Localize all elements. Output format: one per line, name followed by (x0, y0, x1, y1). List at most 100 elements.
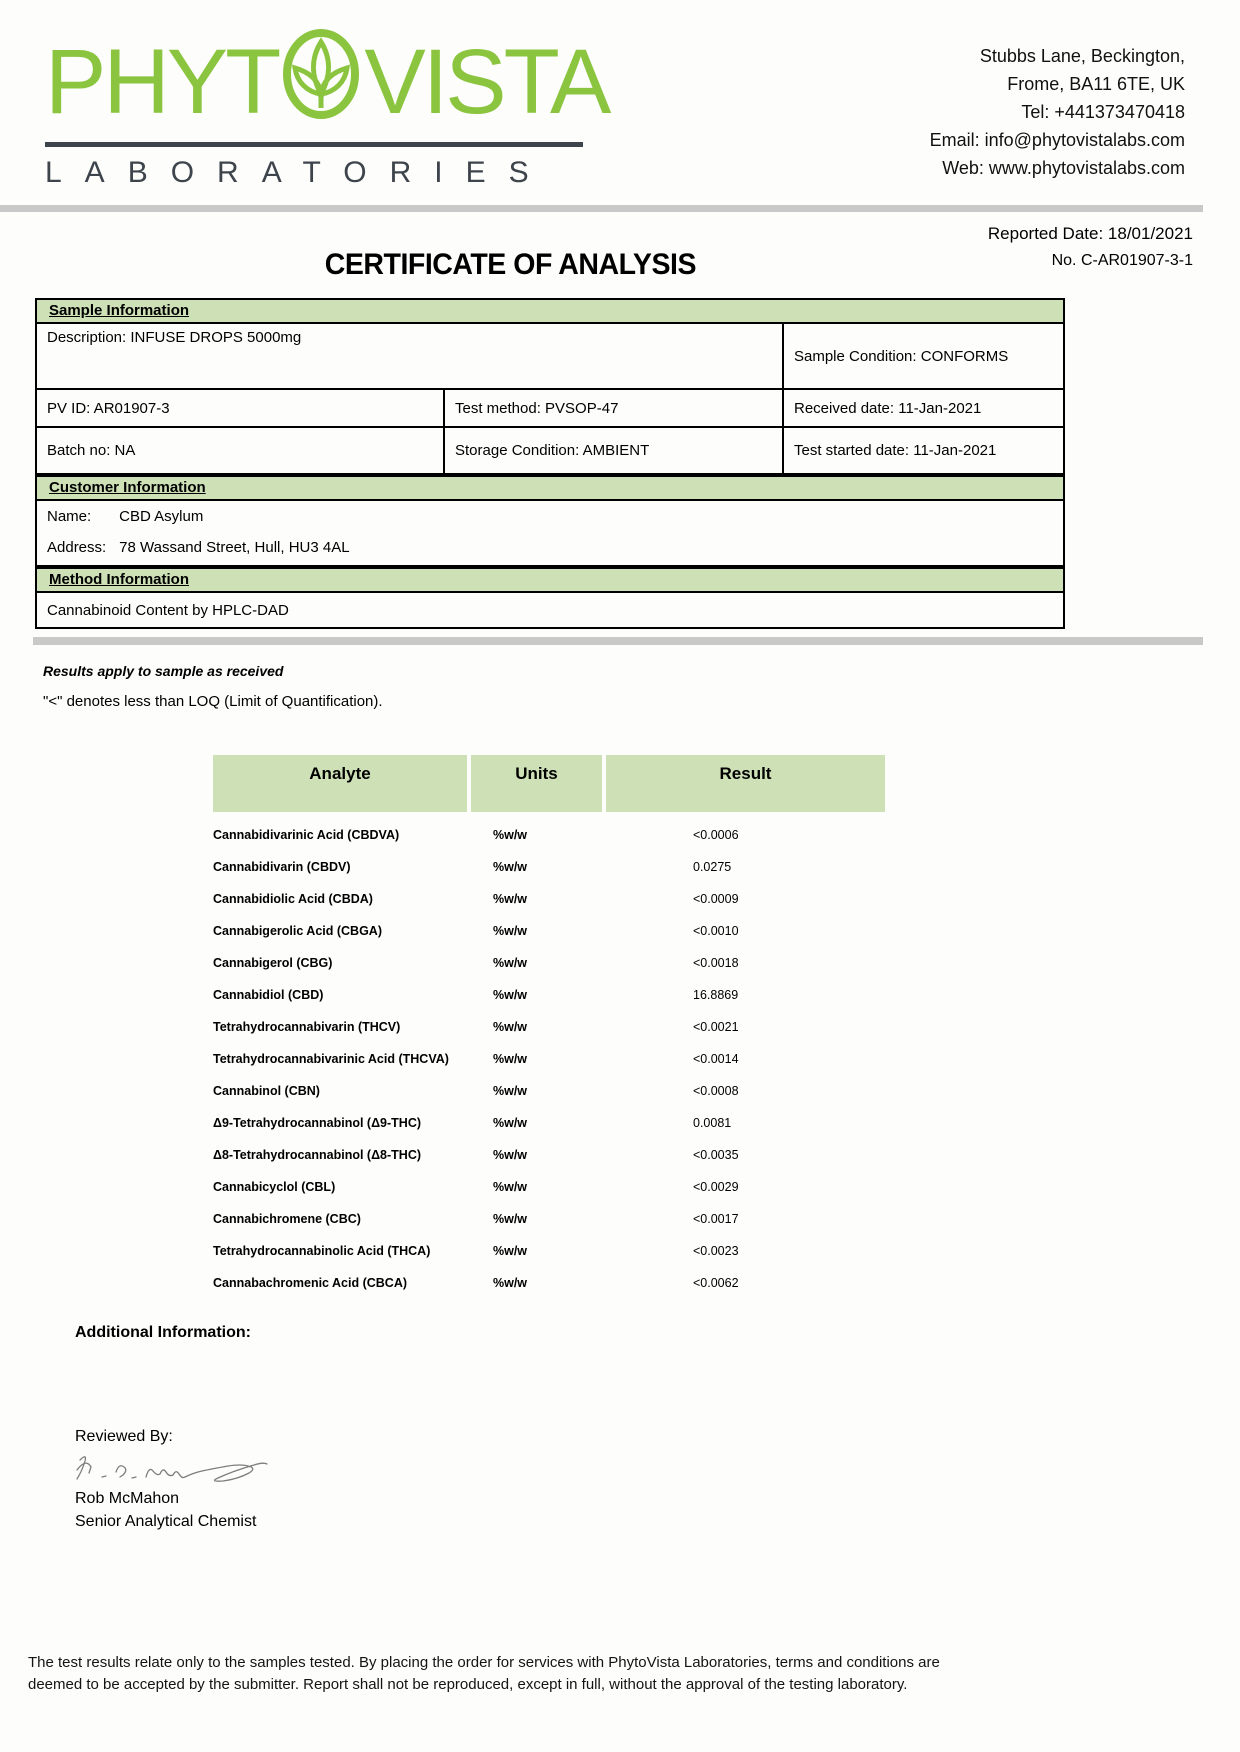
result-cell: <0.0062 (693, 1276, 739, 1290)
units-cell: %w/w (493, 924, 528, 938)
loq-note: "<" denotes less than LOQ (Limit of Quan… (43, 693, 383, 710)
table-row: Cannabidiol (CBD) %w/w 16.8869 (213, 979, 889, 1011)
analyte-cell: Cannabicyclol (CBL) (213, 1180, 336, 1194)
table-row: Batch no: NA Storage Condition: AMBIENT … (35, 428, 1065, 475)
result-cell: <0.0021 (693, 1020, 739, 1034)
units-cell: %w/w (493, 988, 528, 1002)
table-row: Tetrahydrocannabivarinic Acid (THCVA) %w/… (213, 1043, 889, 1075)
result-cell: <0.0035 (693, 1148, 739, 1162)
contact-web: Web: www.phytovistalabs.com (942, 158, 1185, 178)
header-divider-bar (0, 205, 1203, 212)
results-table-body: Cannabidivarinic Acid (CBDVA) %w/w <0.0006… (213, 819, 889, 1299)
reviewer-name: Rob McMahon (75, 1490, 180, 1507)
report-number: No. C-AR01907-3-1 (1051, 252, 1193, 269)
units-cell: %w/w (493, 828, 528, 842)
reviewed-by-label: Reviewed By: (75, 1428, 173, 1445)
customer-address-row: Address: 78 Wassand Street, Hull, HU3 4A… (47, 539, 1063, 556)
result-cell: <0.0017 (693, 1212, 739, 1226)
page-title: CERTIFICATE OF ANALYSIS (324, 248, 696, 281)
result-cell: <0.0014 (693, 1052, 739, 1066)
result-cell: <0.0018 (693, 956, 739, 970)
signature-image (70, 1448, 305, 1495)
storage-condition-cell: Storage Condition: AMBIENT (445, 428, 784, 473)
pv-id-cell: PV ID: AR01907-3 (37, 390, 445, 426)
received-date-cell: Received date: 11-Jan-2021 (794, 399, 982, 417)
table-row: Cannabichromene (CBC) %w/w <0.0017 (213, 1203, 889, 1235)
result-cell: <0.0009 (693, 892, 739, 906)
units-cell: %w/w (493, 892, 528, 906)
table-row: Cannabidivarin (CBDV) %w/w 0.0275 (213, 851, 889, 883)
analyte-cell: Δ8-Tetrahydrocannabinol (Δ8-THC) (213, 1148, 422, 1162)
table-row: Description: INFUSE DROPS 5000mg Sample … (35, 324, 1065, 390)
customer-information-header: Customer Information (35, 475, 1065, 501)
test-method-cell: Test method: PVSOP-47 (445, 390, 784, 426)
analyte-cell: Cannabigerol (CBG) (213, 956, 333, 970)
units-cell: %w/w (493, 956, 528, 970)
contact-address-line1: Stubbs Lane, Beckington, (979, 46, 1185, 66)
batch-no-cell: Batch no: NA (37, 428, 445, 473)
customer-name-value: CBD Asylum (119, 508, 204, 525)
analyte-cell: Cannabidivarinic Acid (CBDVA) (213, 828, 400, 842)
customer-address-value: 78 Wassand Street, Hull, HU3 4AL (119, 539, 350, 556)
units-cell: %w/w (493, 1180, 528, 1194)
table-row: Cannabachromenic Acid (CBCA) %w/w <0.0062 (213, 1267, 889, 1299)
table-row: Tetrahydrocannabivarin (THCV) %w/w <0.0021 (213, 1011, 889, 1043)
logo-subtitle: LABORATORIES (45, 156, 552, 189)
result-cell: 0.0081 (693, 1116, 732, 1130)
units-cell: %w/w (493, 1052, 528, 1066)
units-cell: %w/w (493, 1020, 528, 1034)
results-table-header: Analyte Units Result (213, 755, 889, 812)
analyte-cell: Cannabigerolic Acid (CBGA) (213, 924, 382, 938)
analyte-cell: Δ9-Tetrahydrocannabinol (Δ9-THC) (213, 1116, 422, 1130)
units-cell: %w/w (493, 1116, 528, 1130)
method-information-box: Cannabinoid Content by HPLC-DAD (35, 593, 1065, 629)
logo-wordmark: PHYT VISTA (45, 28, 611, 135)
logo-divider (45, 142, 583, 147)
result-cell: <0.0006 (693, 828, 739, 842)
leaf-icon (280, 28, 362, 135)
analyte-cell: Cannabachromenic Acid (CBCA) (213, 1276, 408, 1290)
phytovista-logo: PHYT VISTA LABORATORIES (45, 28, 611, 190)
method-information-header: Method Information (35, 567, 1065, 593)
customer-name-row: Name: CBD Asylum (47, 508, 1063, 525)
units-column-header: Units (471, 755, 602, 812)
footer-line2: deemed to be accepted by the submitter. … (28, 1676, 908, 1693)
table-row: Cannabidiolic Acid (CBDA) %w/w <0.0009 (213, 883, 889, 915)
analyte-cell: Tetrahydrocannabivarinic Acid (THCVA) (213, 1052, 449, 1066)
customer-name-label: Name: (47, 508, 92, 525)
analyte-cell: Cannabidiol (CBD) (213, 988, 324, 1002)
lab-contact-block: Stubbs Lane, Beckington, Frome, BA11 6TE… (930, 42, 1185, 182)
contact-email: Email: info@phytovistalabs.com (929, 130, 1185, 150)
contact-address-line2: Frome, BA11 6TE, UK (1007, 74, 1185, 94)
results-table: Analyte Units Result Cannabidivarinic Ac… (213, 755, 889, 1299)
customer-information-box: Name: CBD Asylum Address: 78 Wassand Str… (35, 501, 1065, 567)
analyte-cell: Cannabichromene (CBC) (213, 1212, 361, 1226)
units-cell: %w/w (493, 1084, 528, 1098)
customer-address-label: Address: (47, 539, 107, 556)
table-row: PV ID: AR01907-3 Test method: PVSOP-47 R… (35, 390, 1065, 428)
table-row: Δ9-Tetrahydrocannabinol (Δ9-THC) %w/w 0.00… (213, 1107, 889, 1139)
contact-tel: Tel: +441373470418 (1021, 102, 1185, 122)
logo-text-suffix: VISTA (364, 30, 611, 133)
sample-condition-cell: Sample Condition: CONFORMS (794, 347, 1009, 365)
sample-information-header: Sample Information (35, 298, 1065, 324)
result-cell: <0.0023 (693, 1244, 739, 1258)
table-row: Cannabicyclol (CBL) %w/w <0.0029 (213, 1171, 889, 1203)
table-row: Δ8-Tetrahydrocannabinol (Δ8-THC) %w/w <0.0… (213, 1139, 889, 1171)
reported-date: Reported Date: 18/01/2021 (987, 224, 1193, 243)
section-divider-bar (33, 637, 1203, 645)
analyte-cell: Tetrahydrocannabivarin (THCV) (213, 1020, 401, 1034)
units-cell: %w/w (493, 1244, 528, 1258)
result-cell: <0.0029 (693, 1180, 739, 1194)
result-cell: 16.8869 (693, 988, 739, 1002)
additional-information-title: Additional Information: (75, 1324, 251, 1341)
units-cell: %w/w (493, 860, 528, 874)
units-cell: %w/w (493, 1212, 528, 1226)
footer-line1: The test results relate only to the samp… (28, 1654, 940, 1671)
test-started-date-cell: Test started date: 11-Jan-2021 (794, 442, 997, 459)
table-row: Cannabigerolic Acid (CBGA) %w/w <0.0010 (213, 915, 889, 947)
reviewer-title: Senior Analytical Chemist (75, 1513, 257, 1530)
analyte-cell: Cannabidivarin (CBDV) (213, 860, 351, 874)
units-cell: %w/w (493, 1148, 528, 1162)
